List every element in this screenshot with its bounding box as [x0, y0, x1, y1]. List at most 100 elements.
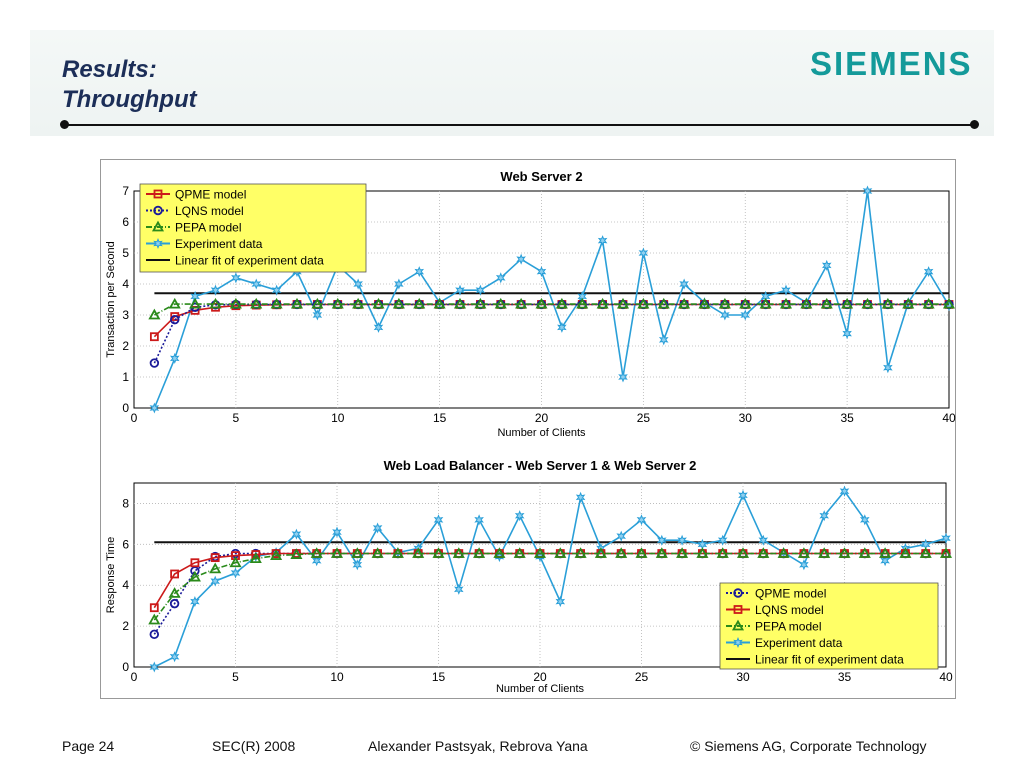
- chart2-legend-label-lqns-model: LQNS model: [755, 603, 824, 617]
- chart1-experiment-data-point: [862, 185, 873, 197]
- chart1-experiment-data-point: [271, 284, 282, 296]
- chart1-y-tick-label: 6: [122, 215, 129, 229]
- title-divider: [64, 124, 975, 126]
- chart1-pepa-model-point: [250, 297, 263, 309]
- chart1-lqns-model-point: [149, 358, 160, 368]
- chart1-y-tick-label: 2: [122, 339, 129, 353]
- chart1-pepa-model-point: [759, 297, 772, 309]
- chart1-y-axis-label: Transaction per Second: [105, 241, 117, 357]
- chart1-x-tick-label: 25: [637, 411, 651, 425]
- chart1-x-tick-label: 5: [233, 411, 240, 425]
- chart2-x-tick-label: 25: [635, 670, 649, 684]
- chart2-pepa-model-point: [797, 547, 810, 558]
- chart2-pepa-model-point: [939, 547, 953, 558]
- chart2-experiment-data-point: [352, 559, 363, 571]
- chart1-experiment-data-point: [251, 278, 262, 290]
- chart2-pepa-model-point: [432, 547, 445, 558]
- chart1-y-tick-label: 3: [122, 308, 129, 322]
- chart2-experiment-data-line: [153, 489, 947, 668]
- chart2-pepa-model-point: [452, 547, 465, 558]
- chart2-x-axis-label: Number of Clients: [496, 683, 585, 695]
- chart1-y-tick-label: 0: [122, 401, 129, 415]
- chart2-lqns-model-point: [170, 569, 179, 579]
- chart1-pepa-model-point: [657, 297, 670, 309]
- chart2-pepa-model-point: [493, 547, 506, 558]
- chart2-pepa-model-point: [858, 547, 871, 558]
- chart2-pepa-model-point: [635, 547, 648, 558]
- chart1-x-tick-label: 35: [840, 411, 854, 425]
- chart1-x-tick-label: 10: [331, 411, 345, 425]
- chart2-experiment-data-point: [677, 534, 687, 546]
- chart2-pepa-model-point: [270, 549, 283, 560]
- chart2-legend-marker-experiment-data: [733, 636, 743, 649]
- chart2-x-tick-label: 0: [131, 670, 138, 684]
- chart2-legend-marker-lqns-model: [733, 605, 743, 614]
- chart2-lqns-model-line: [153, 552, 946, 609]
- chart1-pepa-model-point: [392, 297, 405, 309]
- chart1-experiment-data-point: [475, 284, 486, 296]
- chart2-experiment-data-point: [514, 510, 525, 522]
- chart1-experiment-data-point: [394, 278, 404, 290]
- chart2-pepa-model-point: [148, 613, 161, 625]
- chart2-pepa-model-point: [351, 547, 364, 558]
- header-band: [30, 30, 994, 136]
- chart2-experiment-data-point: [738, 489, 748, 501]
- chart1-experiment-data-point: [353, 278, 363, 290]
- chart1-pepa-model-point: [841, 297, 854, 309]
- slide-title-line1: Results:: [62, 56, 157, 83]
- chart2-experiment-data-point: [149, 661, 160, 673]
- chart1-pepa-model-point: [331, 297, 344, 309]
- chart1-experiment-data-point: [679, 278, 689, 290]
- chart2-experiment-data-point: [433, 514, 444, 526]
- chart1-pepa-model-point: [209, 297, 222, 309]
- chart1-legend-marker-lqns-model: [153, 205, 163, 216]
- chart1-legend-box: [139, 183, 367, 273]
- chart2-experiment-data-point: [555, 596, 566, 608]
- chart2-lqns-model-point: [190, 558, 200, 568]
- chart2-pepa-model-point: [249, 552, 262, 564]
- chart1-experiment-data-point: [414, 266, 425, 278]
- siemens-logo: SIEMENS: [810, 45, 973, 82]
- chart2-experiment-data-point: [819, 510, 829, 522]
- chart1-pepa-model-point: [372, 297, 385, 309]
- chart1-pepa-model-point: [637, 297, 650, 309]
- chart2-pepa-model-point: [473, 547, 486, 558]
- chart1-legend-marker-experiment-data: [153, 237, 163, 250]
- chart1-pepa-model-point: [922, 297, 935, 309]
- chart1-legend-label-pepa-model: PEPA model: [175, 221, 241, 235]
- chart2-x-tick-label: 15: [432, 670, 446, 684]
- chart1-pepa-model-point: [494, 297, 507, 309]
- chart1-experiment-data-point: [210, 284, 221, 296]
- chart1-pepa-model-point: [678, 297, 691, 309]
- chart1-experiment-data-point: [658, 334, 669, 346]
- chart1-x-tick-label: 30: [739, 411, 753, 425]
- chart2-experiment-data-point: [717, 534, 728, 546]
- chart2-pepa-model-point: [290, 548, 303, 559]
- chart1-y-tick-label: 4: [122, 277, 129, 291]
- chart1-pepa-model-point: [902, 297, 915, 309]
- chart2-experiment-data-point: [657, 534, 667, 546]
- divider-right-dot: [970, 120, 979, 129]
- chart1-pepa-model-point: [413, 297, 426, 309]
- chart2-y-tick-label: 8: [122, 496, 129, 510]
- chart1-pepa-model-point: [189, 297, 202, 309]
- chart2-pepa-model-point: [757, 547, 770, 558]
- chart2-legend-marker-qpme-model: [733, 588, 743, 598]
- chart1-legend: QPME model LQNS model PEPA model Experiment…: [139, 183, 367, 273]
- chart1-experiment-data-point: [231, 272, 241, 284]
- chart2-experiment-data-point: [636, 514, 647, 526]
- chart2-x-tick-label: 40: [939, 670, 953, 684]
- chart1-pepa-model-point: [861, 297, 874, 309]
- chart1-pepa-model-point: [229, 297, 242, 309]
- chart2-pepa-model-point: [594, 547, 607, 558]
- chart2-experiment-data-point: [941, 532, 951, 544]
- chart2-experiment-data-point: [474, 514, 484, 526]
- chart2-experiment-data-point: [372, 522, 383, 534]
- chart1-experiment-data-point: [597, 235, 608, 247]
- chart2-pepa-model-point: [513, 547, 526, 558]
- chart2-experiment-data-point: [880, 555, 890, 567]
- chart2-pepa-model-point: [188, 570, 201, 582]
- chart2-series-pepa-model: [148, 547, 953, 625]
- divider-left-dot: [60, 120, 69, 129]
- chart1-experiment-data-point: [618, 371, 628, 383]
